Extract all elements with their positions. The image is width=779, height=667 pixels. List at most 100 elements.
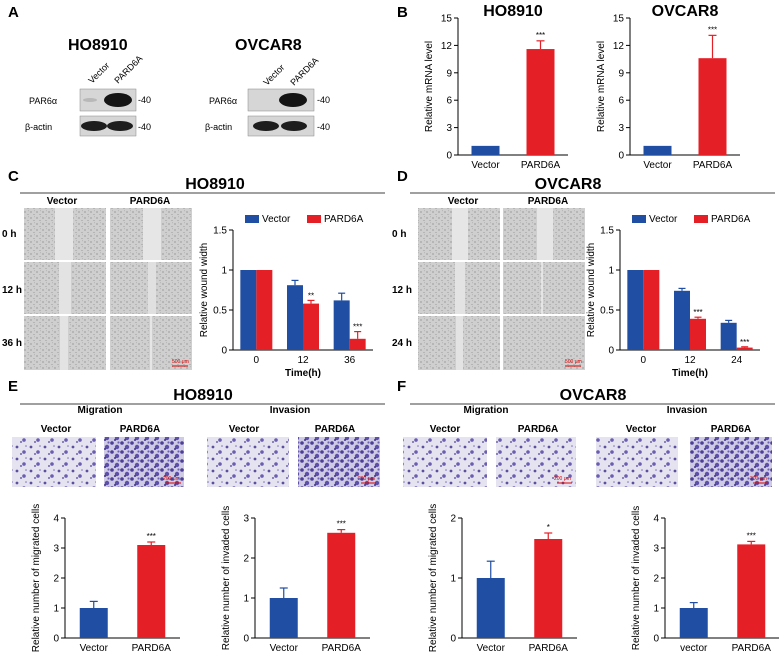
- bar: [476, 578, 505, 638]
- y-tick-label: 3: [446, 123, 452, 134]
- bar: [627, 270, 644, 350]
- wound-gap: [55, 208, 73, 260]
- row-label-time: 0 h: [392, 229, 406, 240]
- panel-label-e: E: [8, 378, 18, 395]
- x-tick-label: 0: [641, 355, 647, 366]
- image-label-pard6a: PARD6A: [315, 424, 355, 435]
- significance-label: ***: [740, 338, 749, 347]
- bar: [471, 145, 500, 155]
- chart-migration-ovcar8: 0 1 2 Relative number of migrated cells Vect…: [428, 504, 577, 654]
- bar: [720, 322, 737, 350]
- transwell-image: [298, 437, 380, 487]
- scale-bar-label: 500 μm: [172, 359, 189, 365]
- y-tick-label: 3: [243, 514, 249, 525]
- y-tick-label: 0: [446, 151, 452, 162]
- x-tick-label: PARD6A: [322, 643, 362, 654]
- blot-band: [81, 121, 107, 131]
- y-tick-label: 0: [653, 634, 659, 645]
- blot-band: [253, 121, 279, 131]
- x-tick-label: PARD6A: [132, 643, 172, 654]
- row-label-time: 36 h: [2, 338, 22, 349]
- y-tick-label: 0: [608, 346, 614, 357]
- blot-title: HO8910: [68, 37, 128, 54]
- y-tick-label: 2: [450, 514, 456, 525]
- x-tick-label: 36: [344, 355, 356, 366]
- wound-gap: [59, 262, 71, 314]
- blot-row-label-par6a: PAR6α: [209, 96, 237, 106]
- lane-label-vector: Vector: [86, 60, 111, 85]
- x-tick-label: Vector: [643, 160, 672, 171]
- chart-title: OVCAR8: [652, 3, 719, 20]
- scale-bar-label: 200 μm: [163, 476, 180, 482]
- x-tick-label: PARD6A: [529, 643, 569, 654]
- legend-label: Vector: [649, 214, 678, 225]
- y-tick-label: 1: [221, 266, 227, 277]
- x-tick-label: vector: [680, 643, 708, 654]
- group-label-migration: Migration: [464, 405, 509, 416]
- significance-label: ***: [747, 531, 756, 540]
- transwell-image: [596, 437, 678, 487]
- panel-label-a: A: [8, 4, 19, 21]
- significance-label: **: [308, 291, 314, 300]
- scale-bar-label: 200 μm: [750, 476, 767, 482]
- wound-gap: [452, 208, 468, 260]
- y-tick-label: 4: [53, 514, 59, 525]
- y-tick-label: 0.5: [600, 306, 614, 317]
- y-tick-label: 2: [243, 554, 249, 565]
- blot-band: [279, 93, 307, 107]
- blot-band-faint: [83, 98, 97, 102]
- y-tick-label: 3: [653, 544, 659, 555]
- transwell-image: [690, 437, 772, 487]
- wound-gap: [455, 262, 465, 314]
- bar: [79, 608, 108, 638]
- wound-gap: [143, 208, 161, 260]
- image-label-pard6a: PARD6A: [711, 424, 751, 435]
- chart-mrna-ovcar8: OVCAR8 0 3 6 9 12 15 Relative mRNA level Vector *…: [596, 3, 740, 171]
- x-tick-label: PARD6A: [732, 643, 772, 654]
- legend-swatch: [694, 215, 708, 223]
- blot-row-label-bactin: β-actin: [25, 122, 52, 132]
- y-tick-label: 12: [441, 41, 453, 52]
- group-label-invasion: Invasion: [270, 405, 311, 416]
- blot-row-label-bactin: β-actin: [205, 122, 232, 132]
- legend-label: PARD6A: [711, 214, 751, 225]
- column-label-pard6a: PARD6A: [130, 196, 170, 207]
- scale-bar-label: 200 μm: [358, 476, 375, 482]
- lane-label-vector: Vector: [261, 62, 286, 87]
- transwell-image: [403, 437, 487, 487]
- y-tick-label: 12: [613, 41, 625, 52]
- panel-label-b: B: [397, 4, 408, 21]
- y-tick-label: 2: [53, 574, 59, 585]
- legend-label: Vector: [262, 214, 291, 225]
- row-label-time: 12 h: [392, 285, 412, 296]
- x-tick-label: Vector: [270, 643, 299, 654]
- mw-marker: -40: [317, 122, 330, 132]
- panel-f-title: OVCAR8: [560, 387, 627, 404]
- bar: [643, 270, 660, 350]
- significance-label: ***: [353, 323, 362, 332]
- chart-mrna-ho8910: HO8910 0 3 6 9 12 15 Relative mRNA level Vector *…: [424, 3, 568, 171]
- x-tick-label: PARD6A: [693, 160, 733, 171]
- chart-invasion-ovcar8: 0 1 2 3 4 Relative number of invaded cells vec…: [631, 506, 779, 654]
- panel-label-c: C: [8, 168, 19, 185]
- y-tick-label: 0: [221, 346, 227, 357]
- mw-marker: -40: [138, 95, 151, 105]
- lane-label-pard6a: PARD6A: [112, 53, 144, 85]
- transwell-image: [496, 437, 576, 487]
- bar: [303, 303, 319, 350]
- y-axis-label: Relative wound width: [199, 243, 210, 338]
- significance-label: *: [547, 523, 550, 532]
- legend-label: PARD6A: [324, 214, 364, 225]
- y-axis-label: Relative wound width: [586, 243, 597, 338]
- bar: [736, 347, 753, 350]
- blot-band: [281, 121, 307, 131]
- y-tick-label: 1: [450, 574, 456, 585]
- group-label-invasion: Invasion: [667, 405, 708, 416]
- y-tick-label: 15: [613, 14, 625, 25]
- column-label-vector: Vector: [448, 196, 479, 207]
- y-tick-label: 3: [618, 123, 624, 134]
- x-tick-label: 12: [684, 355, 696, 366]
- y-axis-label: Relative number of invaded cells: [221, 506, 232, 651]
